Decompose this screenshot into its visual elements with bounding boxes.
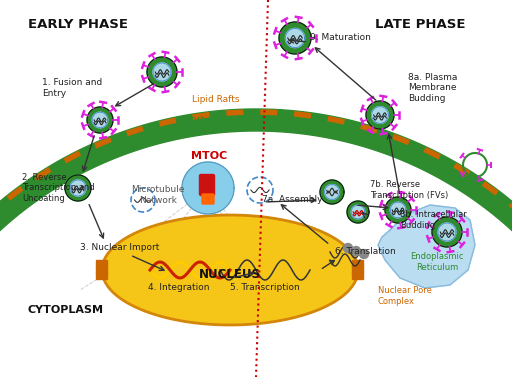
Text: 2. Reverse
Transcription and
Uncoating: 2. Reverse Transcription and Uncoating [22,173,95,203]
Text: Cortical Actin: Cortical Actin [185,115,246,124]
FancyBboxPatch shape [352,261,364,268]
Text: Lipid Rafts: Lipid Rafts [192,95,240,104]
Text: LATE PHASE: LATE PHASE [375,18,465,31]
Polygon shape [102,215,358,325]
Text: 8b. Intracellular
Budding: 8b. Intracellular Budding [400,210,467,230]
Polygon shape [351,205,365,219]
Polygon shape [372,107,389,123]
Polygon shape [320,180,344,204]
Text: MTOC: MTOC [191,151,227,161]
Polygon shape [347,201,369,223]
Circle shape [359,250,369,259]
Text: Nuclear Pore
Complex: Nuclear Pore Complex [378,286,432,306]
Text: 7a. Assembly: 7a. Assembly [262,196,323,204]
Polygon shape [285,28,305,48]
FancyBboxPatch shape [96,267,108,273]
Polygon shape [279,22,311,54]
Polygon shape [366,101,394,129]
Polygon shape [438,223,456,241]
Text: 9. Maturation: 9. Maturation [310,34,371,43]
Text: 5. Transcription: 5. Transcription [230,284,300,293]
Text: CYTOPLASM: CYTOPLASM [28,305,104,315]
Polygon shape [378,205,475,288]
Text: EARLY PHASE: EARLY PHASE [28,18,128,31]
Text: Microtubule
Network: Microtubule Network [131,185,185,205]
Text: 3. Nuclear Import: 3. Nuclear Import [80,244,159,253]
Text: 8a. Plasma
Membrane
Budding: 8a. Plasma Membrane Budding [408,73,457,103]
FancyBboxPatch shape [200,175,215,196]
Polygon shape [70,180,86,196]
Polygon shape [147,57,177,87]
FancyBboxPatch shape [96,261,108,268]
Polygon shape [432,217,462,247]
FancyBboxPatch shape [352,267,364,273]
FancyBboxPatch shape [352,273,364,279]
Circle shape [344,244,352,253]
Text: NUCLEUS: NUCLEUS [199,268,261,282]
Polygon shape [182,162,234,214]
Polygon shape [153,63,171,81]
FancyBboxPatch shape [96,273,108,279]
Polygon shape [87,107,113,133]
Polygon shape [92,112,108,128]
Polygon shape [0,109,512,377]
Circle shape [352,247,360,256]
Text: 1. Fusion and
Entry: 1. Fusion and Entry [42,78,102,98]
Text: 6. Translation: 6. Translation [335,247,396,256]
Polygon shape [385,197,411,223]
Polygon shape [390,202,406,218]
Text: Endoplasmic
Reticulum: Endoplasmic Reticulum [410,252,464,272]
Polygon shape [325,185,339,199]
Polygon shape [65,175,91,201]
Text: 7b. Reverse
Transcription (FVs): 7b. Reverse Transcription (FVs) [370,180,448,200]
Text: 4. Integration: 4. Integration [148,284,209,293]
FancyBboxPatch shape [202,194,214,204]
